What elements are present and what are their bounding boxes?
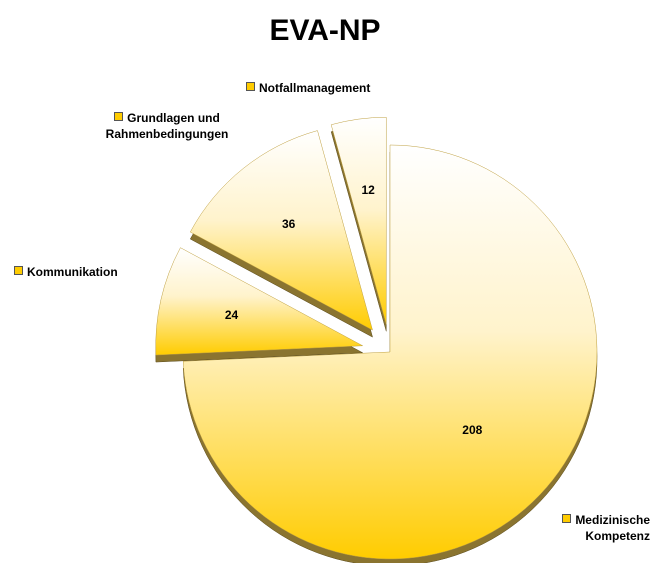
legend-marker [114,112,124,121]
category-text: Medizinische Kompetenz [575,513,650,543]
value-label: 24 [225,308,239,322]
chart-title: EVA-NP [269,14,380,47]
category-label: Grundlagen und Rahmenbedingungen [82,110,252,142]
legend-marker [14,266,23,275]
slice [155,247,364,356]
category-label: Medizinische Kompetenz [538,512,650,544]
value-label: 12 [362,183,376,197]
value-label: 36 [282,217,296,231]
slice [182,144,598,560]
category-label: Notfallmanagement [246,80,406,96]
value-label: 208 [462,423,482,437]
slice [189,130,373,331]
legend-marker [562,514,572,523]
category-text: Kommunikation [27,265,118,279]
category-text: Notfallmanagement [259,81,371,95]
slice [330,117,387,325]
category-text: Grundlagen und Rahmenbedingungen [105,111,229,141]
legend-marker [246,82,255,91]
category-label: Kommunikation [14,264,144,280]
